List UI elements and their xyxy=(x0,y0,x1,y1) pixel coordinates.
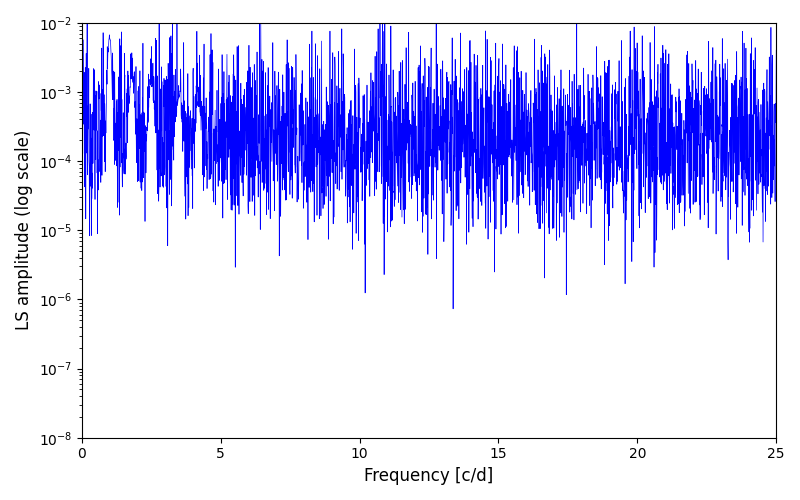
X-axis label: Frequency [c/d]: Frequency [c/d] xyxy=(364,467,494,485)
Y-axis label: LS amplitude (log scale): LS amplitude (log scale) xyxy=(15,130,33,330)
